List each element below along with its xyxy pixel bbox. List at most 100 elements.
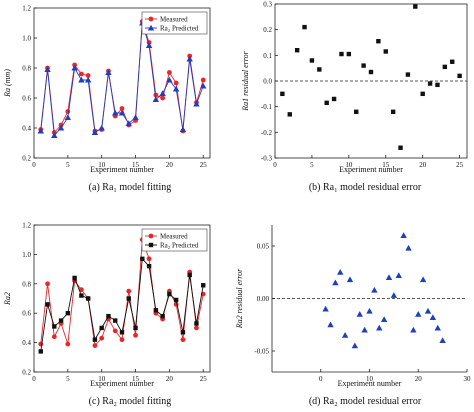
data-point-predicted [91, 129, 99, 136]
residual-point [327, 321, 334, 328]
x-tick-label: 10 [98, 161, 106, 169]
plot-frame [33, 224, 211, 373]
data-point-predicted [140, 256, 145, 262]
panel-caption: (b) Ra₁ model residual error [309, 182, 422, 193]
series-line-measured [40, 239, 204, 347]
data-point-predicted [172, 85, 180, 92]
data-point-predicted [118, 109, 126, 116]
data-point-measured [99, 335, 105, 341]
panel-caption: (c) Ra₂ model fitting [89, 396, 172, 407]
residual-point [376, 39, 381, 44]
x-tick-label: 15 [132, 375, 140, 383]
y-tick-label: 0.8 [22, 65, 31, 73]
data-point-predicted [98, 124, 105, 131]
data-point-predicted [44, 66, 51, 73]
x-axis-label: Experiment number [90, 379, 154, 388]
y-tick-label: -0.3 [261, 155, 273, 163]
residual-point [351, 342, 359, 349]
residual-point [294, 48, 300, 53]
y-tick-label: -0.1 [261, 103, 273, 111]
residual-point [385, 274, 393, 281]
panel-caption: (a) Ra₁ model fitting [89, 182, 172, 193]
data-point-predicted [179, 126, 187, 133]
data-point-predicted [186, 55, 193, 62]
residual-point [420, 91, 425, 97]
x-tick-label: 25 [200, 161, 208, 169]
data-point-predicted [92, 337, 98, 342]
data-point-measured [85, 73, 91, 78]
x-tick-label: 0 [32, 161, 36, 169]
data-point-predicted [125, 120, 132, 127]
y-tick-label: 1.0 [22, 251, 31, 259]
data-point-predicted [64, 114, 72, 121]
y-tick-label: 0.4 [22, 125, 31, 133]
data-point-predicted [126, 296, 131, 301]
data-point-predicted [38, 349, 43, 354]
data-point-predicted [167, 291, 172, 297]
x-tick-label: 15 [382, 161, 390, 169]
y-tick-label: 0.2 [22, 155, 31, 163]
y-tick-label: 0.00 [257, 295, 270, 303]
y-axis-label: Ra (mm) [3, 69, 12, 98]
x-tick-label: 20 [415, 375, 423, 383]
residual-point [280, 91, 285, 97]
data-point-predicted [166, 76, 173, 83]
residual-point [302, 24, 307, 30]
data-point-measured [194, 325, 199, 331]
data-point-predicted [57, 124, 65, 131]
residual-point [427, 81, 433, 86]
y-axis-label: Ra2 [3, 292, 12, 306]
legend-label: Ra₂ Predicted [160, 25, 199, 33]
plot-frame [33, 7, 211, 159]
residual-point [395, 272, 402, 278]
residual-point [390, 292, 398, 298]
x-axis-label: Experiment number [338, 379, 402, 388]
legend-label: Measured [160, 233, 188, 241]
x-tick-label: 20 [419, 161, 427, 169]
data-point-predicted [160, 313, 165, 319]
y-tick-label: 0.0 [263, 78, 272, 86]
residual-point [442, 64, 448, 70]
residual-point [341, 332, 349, 338]
residual-point [457, 73, 462, 79]
data-point-predicted [78, 76, 85, 83]
data-point-predicted [146, 263, 152, 269]
panel-d-ra2-residual: 0 10 20 30 -0.05 0.00 0.05 Experiment number Ra2… [235, 225, 471, 407]
y-tick-label: -0.2 [261, 129, 273, 137]
y-tick-label: 0.6 [22, 95, 31, 103]
x-tick-label: 20 [166, 375, 174, 383]
residual-point [309, 58, 315, 63]
data-point-predicted [187, 272, 192, 278]
data-point-predicted [194, 321, 199, 326]
legend-marker [148, 233, 154, 239]
y-tick-label: 1.2 [22, 222, 31, 230]
x-tick-label: 0 [273, 161, 277, 169]
residual-point [361, 63, 366, 68]
residual-point [435, 82, 440, 88]
data-point-measured [153, 92, 159, 98]
y-tick-label: 0.4 [22, 339, 31, 347]
y-tick-label: 1.2 [22, 5, 31, 13]
residual-point [371, 286, 378, 293]
x-tick-label: 20 [166, 161, 174, 169]
data-point-predicted [84, 76, 92, 83]
residual-point [332, 279, 339, 286]
data-point-measured [78, 71, 84, 77]
x-tick-label: 10 [366, 375, 374, 383]
residual-point [324, 100, 329, 106]
residual-point [450, 59, 455, 64]
data-point-predicted [51, 132, 58, 139]
x-tick-label: 10 [345, 161, 353, 169]
data-point-predicted [58, 318, 64, 323]
residual-point [415, 311, 422, 317]
data-point-predicted [37, 127, 44, 134]
y-tick-label: 1.0 [22, 35, 31, 43]
residual-point [356, 311, 363, 317]
data-point-measured [65, 341, 71, 347]
data-point-predicted [112, 109, 119, 116]
residual-point [346, 276, 354, 283]
residual-point [346, 51, 352, 57]
data-point-measured [160, 95, 166, 101]
panel-a-ra1-fitting: 0 5 10 15 20 25 0.2 0.4 0.6 0.8 1.0 1.2 Experiment n… [3, 5, 211, 193]
residual-point [413, 4, 418, 9]
